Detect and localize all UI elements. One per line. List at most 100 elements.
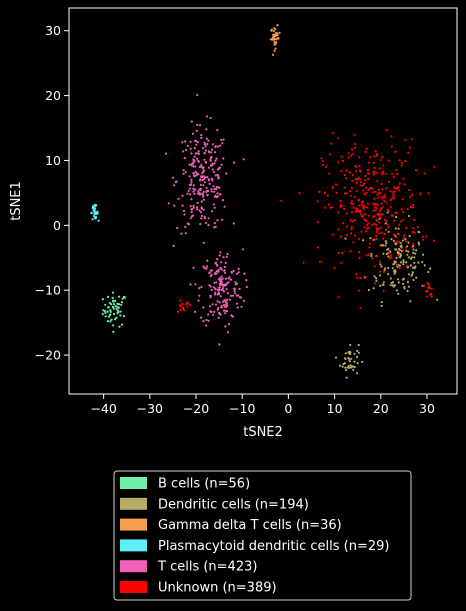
scatter-point bbox=[180, 232, 183, 235]
scatter-point bbox=[384, 228, 387, 231]
scatter-point bbox=[201, 179, 204, 182]
scatter-point bbox=[91, 218, 94, 221]
scatter-point bbox=[179, 299, 182, 302]
scatter-point bbox=[364, 213, 367, 216]
scatter-point bbox=[182, 209, 186, 212]
scatter-point bbox=[118, 295, 121, 298]
scatter-point bbox=[391, 267, 394, 270]
scatter-point bbox=[103, 309, 106, 313]
scatter-point bbox=[407, 256, 411, 259]
scatter-point bbox=[272, 30, 275, 33]
scatter-point bbox=[225, 255, 228, 258]
legend: B cells (n=56) Dendritic cells (n=194) Gam… bbox=[113, 470, 412, 601]
scatter-point bbox=[111, 305, 114, 308]
scatter-point bbox=[213, 190, 216, 193]
scatter-point bbox=[120, 303, 123, 306]
scatter-point bbox=[201, 214, 204, 217]
scatter-point bbox=[362, 204, 365, 207]
scatter-point bbox=[365, 147, 368, 150]
scatter-point bbox=[397, 185, 400, 188]
scatter-point bbox=[274, 47, 277, 50]
scatter-point bbox=[376, 180, 379, 183]
scatter-point bbox=[217, 311, 221, 314]
scatter-point bbox=[323, 206, 326, 209]
scatter-point bbox=[119, 310, 122, 313]
scatter-point bbox=[409, 300, 412, 303]
scatter-point bbox=[379, 192, 382, 195]
scatter-point bbox=[353, 352, 356, 355]
scatter-point bbox=[197, 190, 200, 193]
scatter-point bbox=[243, 272, 246, 275]
scatter-point bbox=[202, 175, 205, 178]
scatter-point bbox=[410, 274, 413, 277]
scatter-point bbox=[378, 167, 381, 170]
scatter-point bbox=[112, 324, 115, 327]
scatter-point bbox=[187, 189, 190, 193]
scatter-point bbox=[368, 226, 371, 229]
scatter-point bbox=[217, 176, 220, 179]
scatter-point bbox=[412, 203, 415, 206]
scatter-point bbox=[406, 207, 409, 210]
scatter-point bbox=[357, 199, 360, 202]
scatter-point bbox=[237, 267, 240, 270]
scatter-point bbox=[384, 222, 387, 225]
scatter-point bbox=[114, 305, 117, 308]
scatter-point bbox=[195, 143, 198, 146]
scatter-point bbox=[381, 195, 384, 198]
scatter-point bbox=[272, 33, 275, 37]
scatter-point bbox=[412, 251, 415, 254]
scatter-point bbox=[407, 285, 410, 288]
scatter-point bbox=[401, 239, 404, 242]
scatter-point bbox=[332, 132, 335, 135]
scatter-point bbox=[234, 281, 237, 284]
scatter-point bbox=[200, 200, 203, 203]
scatter-point bbox=[234, 292, 237, 295]
scatter-point bbox=[384, 267, 387, 270]
scatter-point bbox=[216, 145, 220, 148]
scatter-point bbox=[235, 302, 239, 305]
scatter-point bbox=[359, 184, 362, 187]
scatter-point bbox=[390, 238, 393, 241]
scatter-point bbox=[373, 155, 376, 158]
scatter-point bbox=[367, 214, 370, 217]
scatter-point bbox=[207, 313, 210, 316]
scatter-point bbox=[225, 305, 228, 309]
scatter-point bbox=[194, 283, 197, 286]
scatter-point bbox=[192, 172, 195, 175]
scatter-point bbox=[181, 141, 184, 144]
scatter-point bbox=[412, 248, 415, 251]
scatter-point bbox=[216, 288, 219, 291]
scatter-point bbox=[196, 123, 199, 126]
scatter-point bbox=[379, 263, 382, 266]
scatter-point bbox=[209, 156, 212, 159]
scatter-point bbox=[396, 172, 399, 175]
scatter-point bbox=[393, 272, 396, 275]
scatter-point bbox=[210, 273, 213, 276]
scatter-point bbox=[394, 243, 398, 246]
scatter-point bbox=[219, 279, 223, 282]
scatter-point bbox=[200, 165, 203, 168]
scatter-point bbox=[402, 282, 405, 285]
scatter-point bbox=[341, 365, 344, 368]
scatter-point bbox=[348, 350, 351, 353]
scatter-point bbox=[416, 226, 419, 229]
legend-entry-label: B cells (n=56) bbox=[158, 477, 250, 492]
scatter-point bbox=[339, 200, 342, 203]
scatter-point bbox=[380, 207, 383, 210]
x-axis-ticks: −40 −30 −20 −10 0 10 20 30 bbox=[90, 394, 435, 416]
scatter-point bbox=[412, 206, 415, 209]
scatter-point bbox=[207, 139, 210, 142]
scatter-point bbox=[360, 203, 363, 206]
scatter-point bbox=[189, 183, 192, 186]
scatter-point bbox=[378, 270, 382, 273]
scatter-point bbox=[421, 260, 424, 264]
scatter-point bbox=[371, 257, 374, 260]
scatter-point bbox=[357, 251, 360, 254]
scatter-point bbox=[381, 244, 384, 247]
scatter-point bbox=[329, 206, 332, 209]
x-tick-label: −40 bbox=[90, 401, 116, 416]
scatter-point bbox=[395, 289, 398, 292]
scatter-point bbox=[403, 234, 406, 237]
scatter-point bbox=[189, 193, 192, 196]
scatter-point bbox=[428, 286, 431, 290]
